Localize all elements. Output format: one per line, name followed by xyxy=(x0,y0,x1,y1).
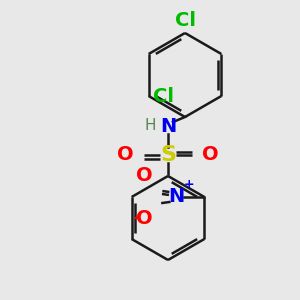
Text: H: H xyxy=(145,118,156,133)
Text: N: N xyxy=(160,118,176,136)
Text: O: O xyxy=(136,166,152,185)
Text: O: O xyxy=(117,146,134,164)
Text: -: - xyxy=(134,209,140,227)
Text: Cl: Cl xyxy=(175,11,196,30)
Text: O: O xyxy=(136,209,152,228)
Text: +: + xyxy=(183,178,194,191)
Text: S: S xyxy=(160,145,176,165)
Text: Cl: Cl xyxy=(153,86,174,106)
Text: N: N xyxy=(168,188,184,206)
Text: O: O xyxy=(202,146,219,164)
